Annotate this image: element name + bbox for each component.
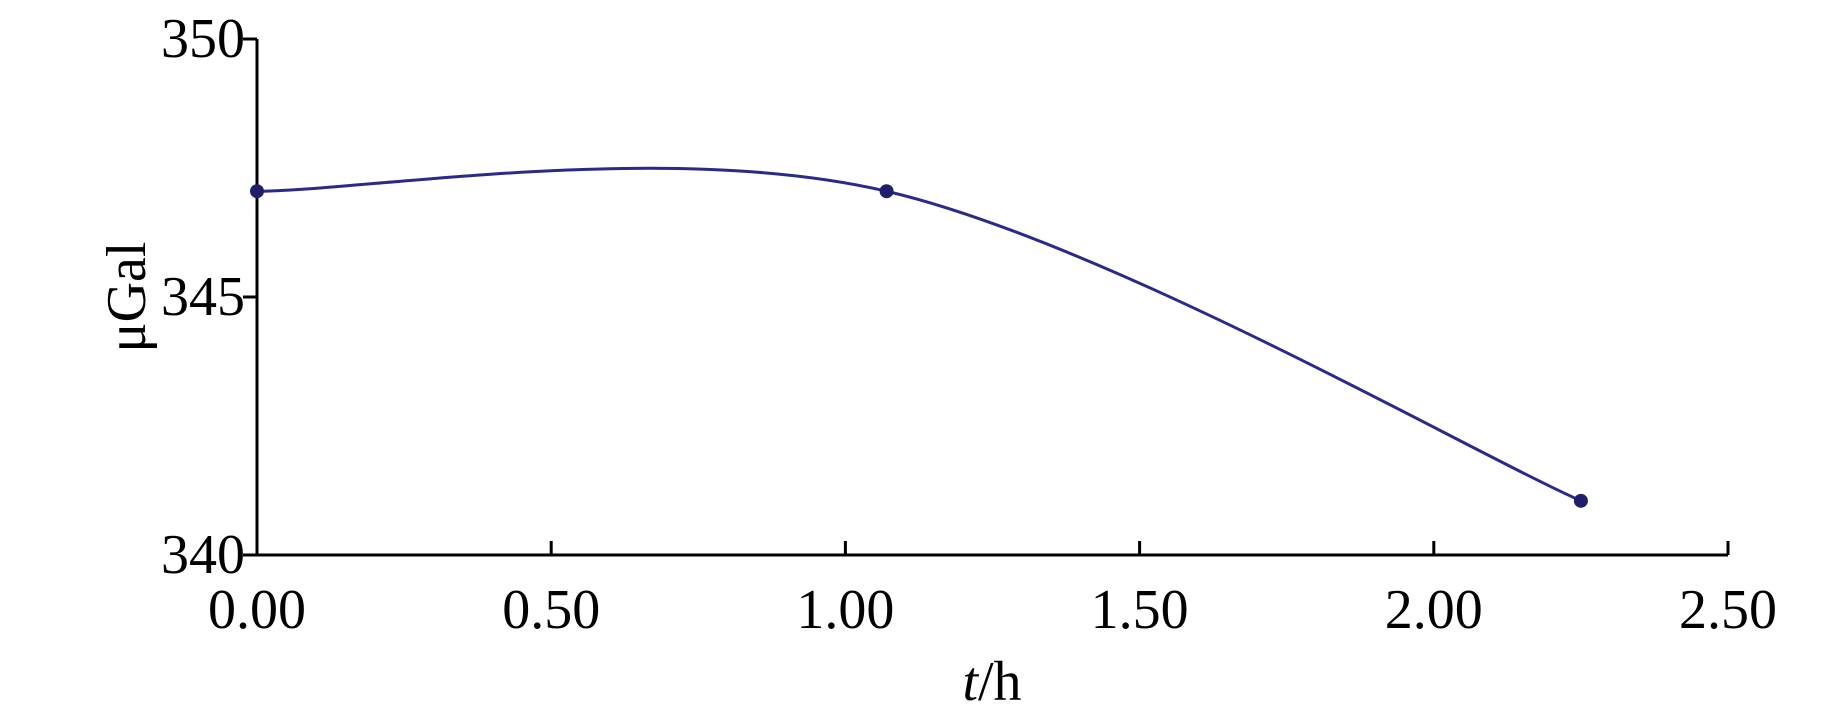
x-axis-title: t/h (962, 651, 1021, 709)
x-axis-unit: /h (978, 651, 1022, 709)
x-ticks: 0.00 0.50 1.00 1.50 2.00 2.50 (208, 541, 1777, 641)
plot-area: 0.00 0.50 1.00 1.50 2.00 2.50 340 345 350 (161, 8, 1777, 641)
y-axis-title: μGal (96, 242, 158, 353)
x-tick-label: 1.00 (796, 579, 894, 641)
data-point (879, 184, 894, 199)
x-tick-label: 2.00 (1385, 579, 1483, 641)
series-points (250, 184, 1588, 508)
x-tick-label: 2.50 (1679, 579, 1777, 641)
y-ticks: 340 345 350 (161, 8, 257, 586)
x-tick-label: 1.50 (1091, 579, 1189, 641)
data-point (250, 184, 264, 199)
y-tick-label: 340 (161, 524, 245, 586)
y-tick-label: 345 (161, 266, 245, 328)
x-axis-variable: t (962, 651, 979, 709)
x-tick-label: 0.00 (208, 579, 306, 641)
data-point (1573, 493, 1588, 508)
x-tick-label: 0.50 (502, 579, 600, 641)
series-line (256, 166, 1582, 503)
y-tick-label: 350 (161, 8, 245, 70)
